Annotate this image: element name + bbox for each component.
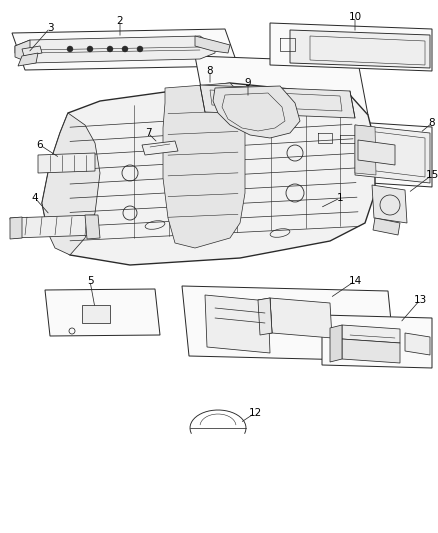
Circle shape xyxy=(107,46,113,52)
Text: 15: 15 xyxy=(425,170,438,180)
Polygon shape xyxy=(10,217,22,239)
Polygon shape xyxy=(355,125,430,183)
Polygon shape xyxy=(18,53,38,66)
Polygon shape xyxy=(182,286,395,361)
Polygon shape xyxy=(270,298,332,338)
Polygon shape xyxy=(290,30,430,68)
Text: 1: 1 xyxy=(337,193,343,203)
Polygon shape xyxy=(195,36,230,53)
Text: 7: 7 xyxy=(145,128,151,138)
Text: 12: 12 xyxy=(248,408,261,418)
Text: 9: 9 xyxy=(245,78,251,88)
Polygon shape xyxy=(358,140,395,165)
Text: 5: 5 xyxy=(87,276,93,286)
Polygon shape xyxy=(42,83,375,265)
Polygon shape xyxy=(340,121,432,187)
Polygon shape xyxy=(258,298,272,335)
Circle shape xyxy=(137,46,143,52)
Text: 4: 4 xyxy=(32,193,38,203)
Text: 14: 14 xyxy=(348,276,362,286)
Polygon shape xyxy=(205,295,270,353)
Polygon shape xyxy=(330,325,342,362)
Polygon shape xyxy=(142,141,178,155)
Text: 3: 3 xyxy=(47,23,53,33)
Circle shape xyxy=(87,46,93,52)
Text: 10: 10 xyxy=(349,12,361,22)
Polygon shape xyxy=(38,153,95,173)
Polygon shape xyxy=(82,305,110,323)
Text: 6: 6 xyxy=(37,140,43,150)
Polygon shape xyxy=(10,215,98,238)
Text: 8: 8 xyxy=(207,66,213,76)
Polygon shape xyxy=(45,289,160,336)
Circle shape xyxy=(122,46,128,52)
Polygon shape xyxy=(355,125,376,175)
Polygon shape xyxy=(342,325,400,343)
Polygon shape xyxy=(213,86,300,138)
Polygon shape xyxy=(373,218,400,235)
Polygon shape xyxy=(405,333,430,355)
Polygon shape xyxy=(42,113,100,255)
Polygon shape xyxy=(195,56,368,115)
Polygon shape xyxy=(12,29,238,70)
Polygon shape xyxy=(15,40,30,63)
Circle shape xyxy=(67,46,73,52)
Polygon shape xyxy=(163,83,245,248)
Polygon shape xyxy=(15,36,215,63)
Polygon shape xyxy=(200,85,355,118)
Polygon shape xyxy=(322,315,432,368)
Polygon shape xyxy=(85,215,100,239)
Text: 2: 2 xyxy=(117,16,124,26)
Polygon shape xyxy=(342,339,400,363)
Text: 13: 13 xyxy=(413,295,427,305)
Polygon shape xyxy=(258,298,272,335)
Polygon shape xyxy=(22,46,42,56)
Polygon shape xyxy=(372,185,407,223)
Text: 8: 8 xyxy=(429,118,435,128)
Polygon shape xyxy=(270,23,432,71)
